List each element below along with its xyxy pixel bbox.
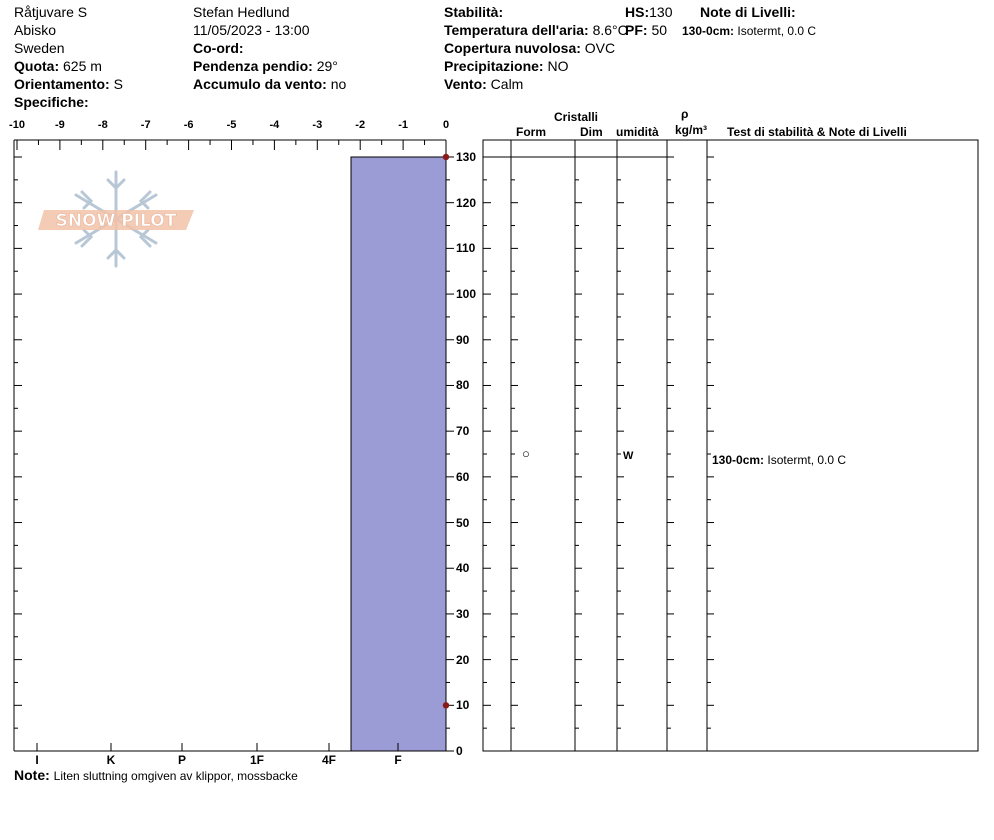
precip-label: Precipitazione: [444, 58, 544, 74]
location: Råtjuvare S [14, 4, 88, 20]
layer-notes-label: Note di Livelli: [700, 4, 796, 20]
density-unit-header: kg/m³ [675, 123, 708, 137]
pf-value: 50 [651, 22, 668, 38]
air-temp-label: Temperatura dell'aria: [444, 22, 589, 38]
logo-band [38, 210, 194, 230]
layer-table-frame [482, 139, 979, 752]
temp-tick-label: -1 [398, 119, 408, 131]
height-tick-label: 130 [456, 150, 477, 164]
elevation-row: Quota: 625 m [14, 58, 102, 74]
wind-row: Vento: Calm [444, 76, 523, 92]
temp-tick-label: -4 [269, 119, 280, 131]
height-tick-label: 90 [456, 332, 470, 347]
header-layer-note-text: Isotermt, 0.0 C [737, 24, 817, 38]
air-temp-value: 8.6°C [592, 22, 628, 38]
hs-row: HS:130 [625, 4, 672, 20]
temp-tick-label: -3 [312, 119, 323, 131]
elevation-label: Quota: [14, 58, 60, 74]
precip-value: NO [547, 58, 569, 74]
table-layer-note-text: Isotermt, 0.0 C [767, 453, 847, 467]
hs-label: HS: [625, 4, 650, 20]
form-header: Form [516, 125, 546, 139]
elevation-value: 625 m [63, 58, 102, 74]
height-tick-label: 10 [456, 698, 470, 713]
temp-tick-label: -5 [226, 119, 237, 131]
height-tick-label: 120 [456, 195, 477, 210]
height-tick-label: 100 [456, 287, 477, 302]
cloud-value: OVC [584, 40, 616, 56]
height-tick-label: 0 [456, 744, 463, 758]
temp-tick-label: 0 [442, 119, 450, 131]
pf-label: PF: [625, 22, 648, 38]
slope-label: Pendenza pendio: [193, 58, 313, 74]
wind-value: Calm [490, 76, 524, 92]
header-layer-note: 130-0cm: Isotermt, 0.0 C [682, 24, 816, 38]
hardness-layer-bar [350, 156, 447, 752]
wind-label: Vento: [444, 76, 487, 92]
hardness-tick-label: I [35, 753, 39, 767]
size-header: Dim [580, 125, 603, 139]
height-tick-label: 20 [456, 652, 470, 667]
height-tick-label: 110 [456, 241, 476, 256]
temp-tick-label: -10 [9, 119, 25, 131]
height-tick-label: 30 [456, 606, 470, 621]
temp-tick-label: -8 [97, 119, 108, 131]
grain-form-icon: ○ [522, 446, 530, 461]
aspect-row: Orientamento: S [14, 76, 123, 92]
slope-row: Pendenza pendio: 29° [193, 58, 338, 74]
notes-header: Test di stabilità & Note di Livelli [727, 125, 907, 139]
height-tick-label: 80 [456, 378, 470, 393]
temp-tick-label: -6 [183, 119, 194, 131]
rho-header: ρ [681, 107, 689, 121]
cloud-label: Copertura nuvolosa: [444, 40, 581, 56]
height-tick-label: 50 [456, 515, 470, 530]
aspect-value: S [113, 76, 123, 92]
header-layer-note-depth: 130-0cm: [682, 24, 735, 38]
footer-note: Note: Liten sluttning omgiven av klippor… [14, 767, 298, 783]
hardness-tick-label: P [177, 753, 187, 767]
temperature-point [442, 153, 450, 161]
wind-loading-value: no [330, 76, 347, 92]
temperature-point [442, 702, 450, 709]
coord-label: Co-ord: [193, 40, 244, 56]
table-layer-note: 130-0cm: Isotermt, 0.0 C [712, 453, 846, 467]
pf-row: PF: 50 [625, 22, 667, 38]
observer: Stefan Hedlund [193, 4, 290, 20]
specifics-label: Specifiche: [14, 94, 89, 110]
stability-label: Stabilità: [444, 4, 504, 20]
country: Sweden [14, 40, 65, 56]
moisture-header: umidità [616, 125, 659, 139]
layer-moisture: W [623, 450, 634, 462]
snowpilot-logo: SNOW PILOT [38, 170, 194, 268]
hardness-tick-label: 4F [321, 753, 337, 767]
note-text: Liten sluttning omgiven av klippor, moss… [53, 769, 298, 783]
height-tick-label: 60 [456, 469, 470, 484]
datetime: 11/05/2023 - 13:00 [193, 22, 310, 38]
hardness-tick-label: K [106, 753, 116, 767]
region: Abisko [14, 22, 57, 38]
temp-tick-label: -7 [140, 119, 151, 131]
air-temp-row: Temperatura dell'aria: 8.6°C [444, 22, 628, 38]
hs-value: 130 [649, 4, 673, 20]
wind-loading-row: Accumulo da vento: no [193, 76, 346, 92]
crystals-header: Cristalli [554, 110, 599, 124]
hardness-tick-label: 1F [249, 753, 265, 767]
cloud-row: Copertura nuvolosa: OVC [444, 40, 615, 56]
height-tick-label: 40 [456, 561, 470, 576]
temp-tick-label: -9 [55, 119, 65, 131]
table-layer-note-depth: 130-0cm: [712, 453, 765, 467]
logo-text: SNOW PILOT [56, 211, 177, 231]
temp-tick-label: -2 [355, 119, 366, 131]
height-tick-label: 70 [456, 424, 470, 439]
wind-loading-label: Accumulo da vento: [193, 76, 327, 92]
note-label: Note: [14, 767, 50, 783]
aspect-label: Orientamento: [14, 76, 110, 92]
hardness-tick-label: F [394, 753, 402, 767]
slope-value: 29° [316, 58, 338, 74]
precip-row: Precipitazione: NO [444, 58, 568, 74]
